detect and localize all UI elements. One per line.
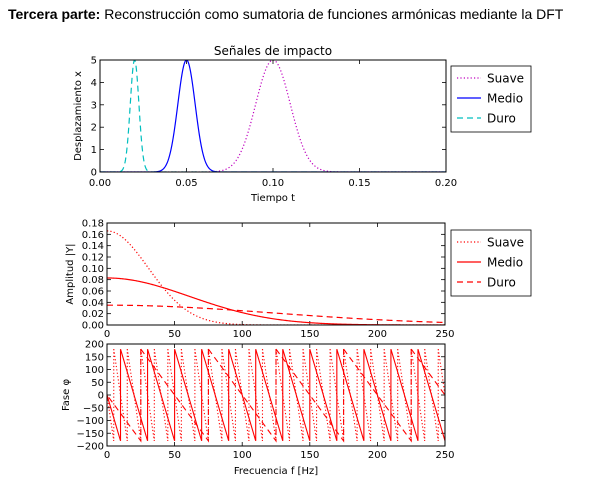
section-heading: Tercera parte: Reconstrucción como sumat… xyxy=(8,6,563,22)
x-tick-label: 100 xyxy=(233,329,252,340)
legend-label-duro: Duro xyxy=(487,112,516,126)
legend-label-medio: Medio xyxy=(487,256,523,270)
x-tick-label: 50 xyxy=(168,329,181,340)
series-line-duro xyxy=(100,60,446,172)
axes-3: 0 50 100 150 200 250−200−150−100−500501001502… xyxy=(77,340,455,462)
x-tick-label: 0 xyxy=(104,450,110,461)
legend-label-suave: Suave xyxy=(487,72,524,86)
x-tick-label: 250 xyxy=(435,329,454,340)
y-tick-label: −200 xyxy=(77,442,104,453)
plot-frame-2 xyxy=(106,222,446,326)
series-line-medio xyxy=(100,60,446,172)
plot-frame-3 xyxy=(106,343,446,447)
x-tick-label: 50 xyxy=(168,450,181,461)
y-axis-label: Desplazamiento x xyxy=(73,71,84,161)
series-line-suave xyxy=(100,60,446,172)
y-tick-label: −150 xyxy=(77,429,104,440)
x-tick-label: 250 xyxy=(435,450,454,461)
y-tick-label: 100 xyxy=(85,365,104,376)
y-tick-label: 0.16 xyxy=(82,230,104,241)
y-tick-label: −50 xyxy=(83,403,104,414)
legend-label-suave: Suave xyxy=(487,236,524,250)
x-tick-label: 0 xyxy=(104,329,110,340)
x-tick-label: 0.10 xyxy=(262,178,284,189)
y-axis-label: Amplitud |Y| xyxy=(65,243,76,304)
legend-box xyxy=(450,65,532,133)
x-tick-label: 150 xyxy=(300,329,319,340)
y-tick-label: 3 xyxy=(91,100,97,111)
axes-2: 0 50 100 150 200 2500.000.020.040.060.080.100… xyxy=(82,219,455,341)
axes-1: 0.00 0.05 0.10 0.15 0.20 0 1 2 3 4 5 xyxy=(89,56,457,190)
y-tick-label: 5 xyxy=(91,56,97,67)
y-tick-label: −100 xyxy=(77,416,104,427)
y-tick-label: 2 xyxy=(91,123,97,134)
y-tick-label: 0 xyxy=(91,168,97,179)
legend-2: Suave Medio Duro xyxy=(450,229,532,297)
x-tick-label: 0.20 xyxy=(435,178,457,189)
y-tick-label: 50 xyxy=(91,378,104,389)
y-tick-label: 0.18 xyxy=(82,219,104,230)
series-line-suave xyxy=(107,230,445,325)
y-axis-label: Fase φ xyxy=(61,379,72,412)
x-axis-label: Frecuencia f [Hz] xyxy=(234,466,318,477)
section-heading-bold: Tercera parte: xyxy=(8,6,101,22)
y-tick-label: 0.06 xyxy=(82,287,104,298)
x-tick-label: 0.00 xyxy=(89,178,111,189)
series-line-medio xyxy=(107,277,445,325)
series-line-duro xyxy=(107,304,445,324)
y-tick-label: 200 xyxy=(85,340,104,351)
y-tick-label: 0.12 xyxy=(82,253,104,264)
y-tick-label: 0.14 xyxy=(82,241,104,252)
series-line-duro xyxy=(107,348,445,443)
x-tick-label: 0.05 xyxy=(175,178,197,189)
y-tick-label: 0 xyxy=(98,391,104,402)
section-heading-text: Reconstrucción como sumatoria de funcion… xyxy=(100,6,564,22)
legend-box xyxy=(450,229,532,297)
legend-label-medio: Medio xyxy=(487,92,523,106)
y-tick-label: 0.04 xyxy=(82,298,104,309)
x-tick-label: 200 xyxy=(368,329,387,340)
y-tick-label: 0.10 xyxy=(82,264,104,275)
x-axis-label: Tiempo t xyxy=(250,193,295,204)
y-tick-label: 0.02 xyxy=(82,309,104,320)
series-line-medio xyxy=(107,348,445,442)
chart-title: Señales de impacto xyxy=(214,44,332,58)
legend-1: Suave Medio Duro xyxy=(450,65,532,133)
x-tick-label: 0.15 xyxy=(348,178,370,189)
x-tick-label: 200 xyxy=(368,450,387,461)
y-tick-label: 0.08 xyxy=(82,275,104,286)
y-tick-label: 150 xyxy=(85,352,104,363)
plot-frame-1 xyxy=(99,59,447,173)
x-tick-label: 100 xyxy=(233,450,252,461)
x-tick-label: 150 xyxy=(300,450,319,461)
legend-label-duro: Duro xyxy=(487,276,516,290)
y-tick-label: 1 xyxy=(91,145,97,156)
y-tick-label: 4 xyxy=(91,78,97,89)
y-tick-label: 0.00 xyxy=(82,321,104,332)
